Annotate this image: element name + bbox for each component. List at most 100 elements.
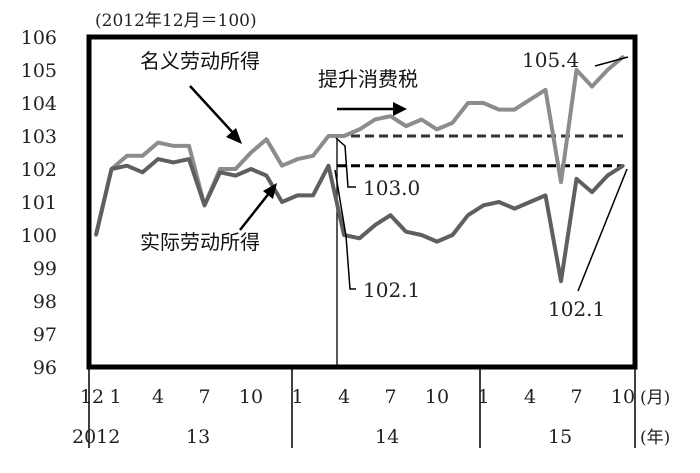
point-real [574, 177, 579, 181]
point-real [218, 170, 222, 174]
point-real [140, 170, 145, 174]
y-tick-label: 102 [21, 159, 57, 181]
point-nominal [140, 154, 145, 158]
plot-frame [86, 34, 638, 370]
point-real [590, 190, 594, 194]
point-nominal [419, 117, 424, 122]
point-real [94, 233, 98, 237]
point-real [481, 203, 486, 207]
y-tick-label: 96 [33, 357, 57, 379]
x-tick-label: 4 [152, 386, 164, 408]
point-nominal [481, 101, 486, 105]
point-real [450, 233, 455, 237]
callout-leaders [334, 56, 629, 292]
point-real [171, 160, 176, 164]
point-real [528, 200, 532, 204]
x-tick-label: 7 [384, 386, 396, 408]
callout-level-nominal: 103.0 [363, 176, 420, 200]
label-tax: 提升消费税 [318, 67, 418, 91]
point-nominal [249, 150, 253, 155]
y-tick-label: 97 [33, 324, 57, 346]
x-tick-label: 4 [524, 386, 536, 408]
point-nominal [497, 108, 501, 112]
year-label-13: 13 [186, 426, 210, 448]
point-nominal [373, 117, 377, 122]
x-tick-label: 12 [80, 386, 104, 408]
point-real [512, 207, 517, 211]
point-nominal [357, 127, 362, 131]
year-separators [88, 367, 636, 448]
y-tick-label: 99 [33, 258, 57, 280]
point-nominal [264, 137, 269, 141]
point-real [280, 200, 284, 204]
year-label-2012: 2012 [72, 426, 120, 448]
point-real [311, 193, 315, 197]
arrow-nominal [189, 85, 242, 144]
point-nominal [125, 154, 129, 158]
point-nominal [342, 134, 346, 138]
point-real [342, 233, 346, 237]
point-nominal [295, 157, 300, 161]
y-tick-label: 103 [21, 126, 57, 148]
point-nominal [466, 101, 470, 105]
x-tick-label: 10 [611, 386, 635, 408]
point-real [233, 174, 238, 178]
point-nominal [528, 98, 532, 102]
point-real [388, 213, 393, 217]
point-nominal [156, 141, 160, 145]
point-nominal [388, 114, 393, 118]
point-nominal [233, 167, 238, 171]
point-real [621, 164, 625, 168]
x-tick-label: 7 [198, 386, 210, 408]
callout-nominal-end: 105.4 [522, 48, 579, 72]
label-real: 实际劳动所得 [140, 230, 260, 254]
point-real [156, 157, 160, 161]
point-real [109, 167, 114, 171]
x-tick-label: 1 [291, 386, 303, 408]
point-real [125, 164, 129, 168]
y-tick-label: 106 [21, 27, 57, 49]
year-label-14: 14 [375, 426, 399, 448]
point-real [466, 213, 470, 217]
point-real [435, 240, 439, 244]
point-nominal [543, 88, 548, 92]
point-nominal [512, 108, 517, 112]
x-tick-label: 10 [425, 386, 449, 408]
year-label-15: 15 [548, 426, 572, 448]
callout-real-end: 102.1 [548, 297, 605, 321]
callout-level-real: 102.1 [363, 278, 420, 302]
arrow-tax [337, 102, 407, 116]
x-tick-label: 4 [338, 386, 350, 408]
y-tick-label: 105 [21, 60, 57, 82]
y-tick-label: 101 [21, 192, 57, 214]
series-points [94, 55, 625, 283]
point-real [187, 157, 191, 161]
point-real [326, 164, 331, 168]
point-real [419, 233, 424, 237]
point-nominal [559, 180, 563, 184]
point-nominal [171, 144, 176, 148]
label-nominal: 名义劳动所得 [140, 49, 260, 73]
point-real [249, 167, 253, 171]
point-nominal [605, 68, 610, 72]
point-real [605, 174, 610, 178]
unit-note: (2012年12月＝100) [95, 11, 257, 31]
point-nominal [280, 164, 284, 168]
point-nominal [574, 68, 579, 72]
point-real [559, 279, 563, 283]
x-tick-labels: 12 1 4 7 10 1 4 7 10 1 4 7 10 [80, 386, 635, 408]
point-real [264, 174, 269, 178]
y-tick-label: 98 [33, 291, 57, 313]
x-unit-month: (月) [640, 388, 670, 408]
point-real [404, 230, 408, 234]
point-real [295, 193, 300, 197]
x-tick-label: 7 [570, 386, 582, 408]
x-unit-year: (年) [640, 428, 670, 448]
x-tick-label: 10 [239, 386, 263, 408]
point-nominal [326, 134, 331, 138]
point-nominal [450, 121, 455, 125]
point-real [373, 223, 377, 227]
x-tick-label: 1 [109, 386, 121, 408]
arrow-real [239, 183, 277, 231]
